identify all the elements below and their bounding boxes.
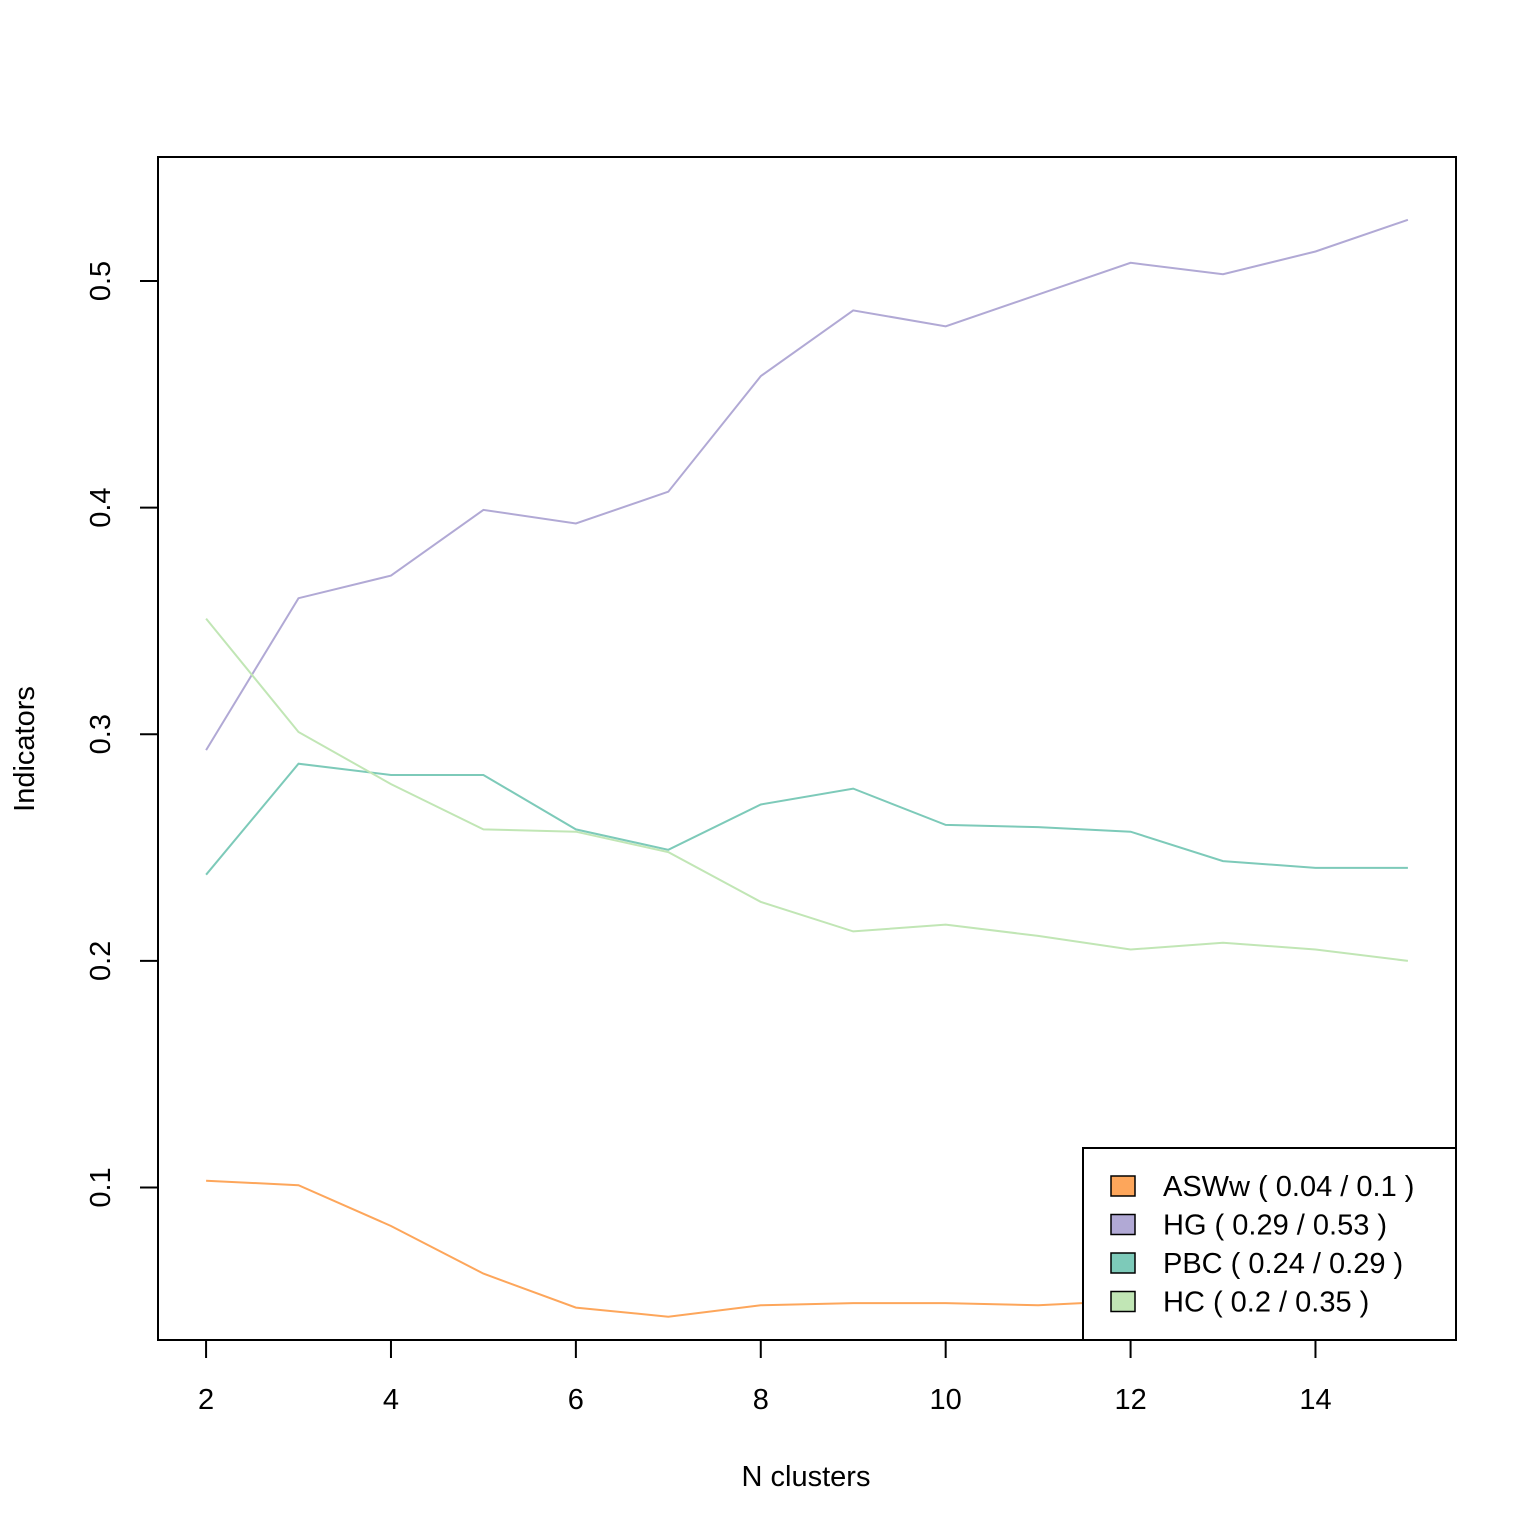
legend-box [1082,1147,1457,1341]
series-line-hg [205,218,1409,751]
x-tick-label: 8 [753,1384,769,1416]
legend-label: PBC ( 0.24 / 0.29 ) [1163,1248,1403,1280]
x-tick-label: 14 [1299,1384,1331,1416]
legend: ASWw ( 0.04 / 0.1 ) HG ( 0.29 / 0.53 ) PBC… [1082,1147,1457,1341]
legend-swatch [1110,1252,1136,1274]
y-axis-label: Indicators [9,686,41,812]
x-tick-label: 4 [383,1384,399,1416]
y-tick-label: 0.1 [85,1167,117,1207]
legend-swatch [1110,1213,1136,1236]
legend-label: HC ( 0.2 / 0.35 ) [1163,1287,1369,1319]
y-tick-label: 0.4 [85,487,117,527]
legend-swatch [1110,1175,1136,1197]
legend-label: HG ( 0.29 / 0.53 ) [1163,1210,1387,1242]
x-axis-label: N clusters [742,1461,871,1493]
x-tick-label: 6 [568,1384,584,1416]
x-tick-label: 2 [198,1384,214,1416]
series-line-hc [205,617,1409,962]
y-tick-label: 0.5 [85,261,117,301]
series-line-pbc [205,762,1408,876]
x-axis: 2 4 6 8 10 12 14 [198,1339,1332,1416]
x-tick-label: 12 [1114,1384,1146,1416]
x-tick-label: 10 [930,1384,962,1416]
legend-label: ASWw ( 0.04 / 0.1 ) [1163,1171,1414,1203]
legend-swatch [1110,1290,1136,1313]
y-tick-label: 0.2 [85,941,117,981]
y-axis: 0.1 0.2 0.3 0.4 0.5 [85,261,159,1208]
y-tick-label: 0.3 [85,714,117,754]
